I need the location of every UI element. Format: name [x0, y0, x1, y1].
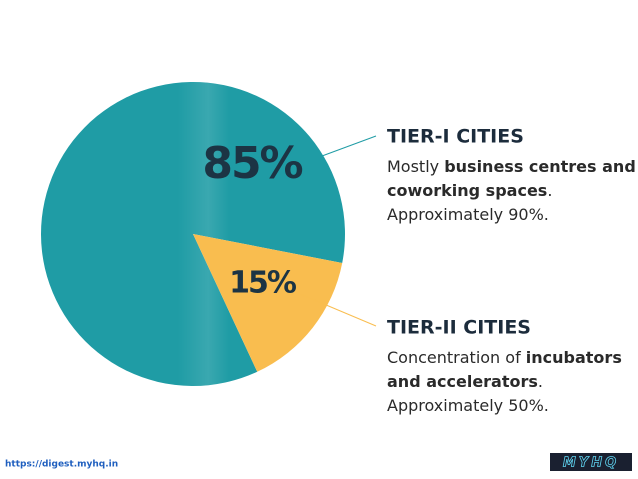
footer-url: https://digest.myhq.in	[5, 460, 118, 470]
description-run: incubators	[526, 348, 622, 367]
description-run: .	[547, 181, 552, 200]
pie-slice	[193, 234, 343, 372]
logo-box	[550, 453, 632, 471]
value-label: 85%	[202, 138, 302, 189]
description-line: Approximately 90%.	[387, 205, 549, 224]
description-run: Approximately 50%.	[387, 396, 549, 415]
description-run: Concentration of	[387, 348, 526, 367]
leader-line	[321, 135, 377, 157]
category-title: TIER-I CITIES	[387, 126, 524, 148]
description-run: .	[538, 372, 543, 391]
description-line: and accelerators.	[387, 372, 543, 391]
description-run: business centres and	[444, 157, 636, 176]
leader-line	[299, 293, 377, 327]
logo: MYHQ	[563, 456, 619, 471]
description-run: Mostly	[387, 157, 444, 176]
description-run: Approximately 90%.	[387, 205, 549, 224]
description-line: Approximately 50%.	[387, 396, 549, 415]
pie	[40, 81, 345, 387]
description-run: coworking spaces	[387, 181, 547, 200]
description-run: and accelerators	[387, 372, 538, 391]
description-line: Concentration of incubators	[387, 348, 622, 367]
category-title: TIER-II CITIES	[387, 317, 531, 339]
description-line: coworking spaces.	[387, 181, 552, 200]
description-line: Mostly business centres and	[387, 157, 636, 176]
value-label: 15%	[229, 266, 297, 301]
slice-sheen	[40, 81, 345, 387]
